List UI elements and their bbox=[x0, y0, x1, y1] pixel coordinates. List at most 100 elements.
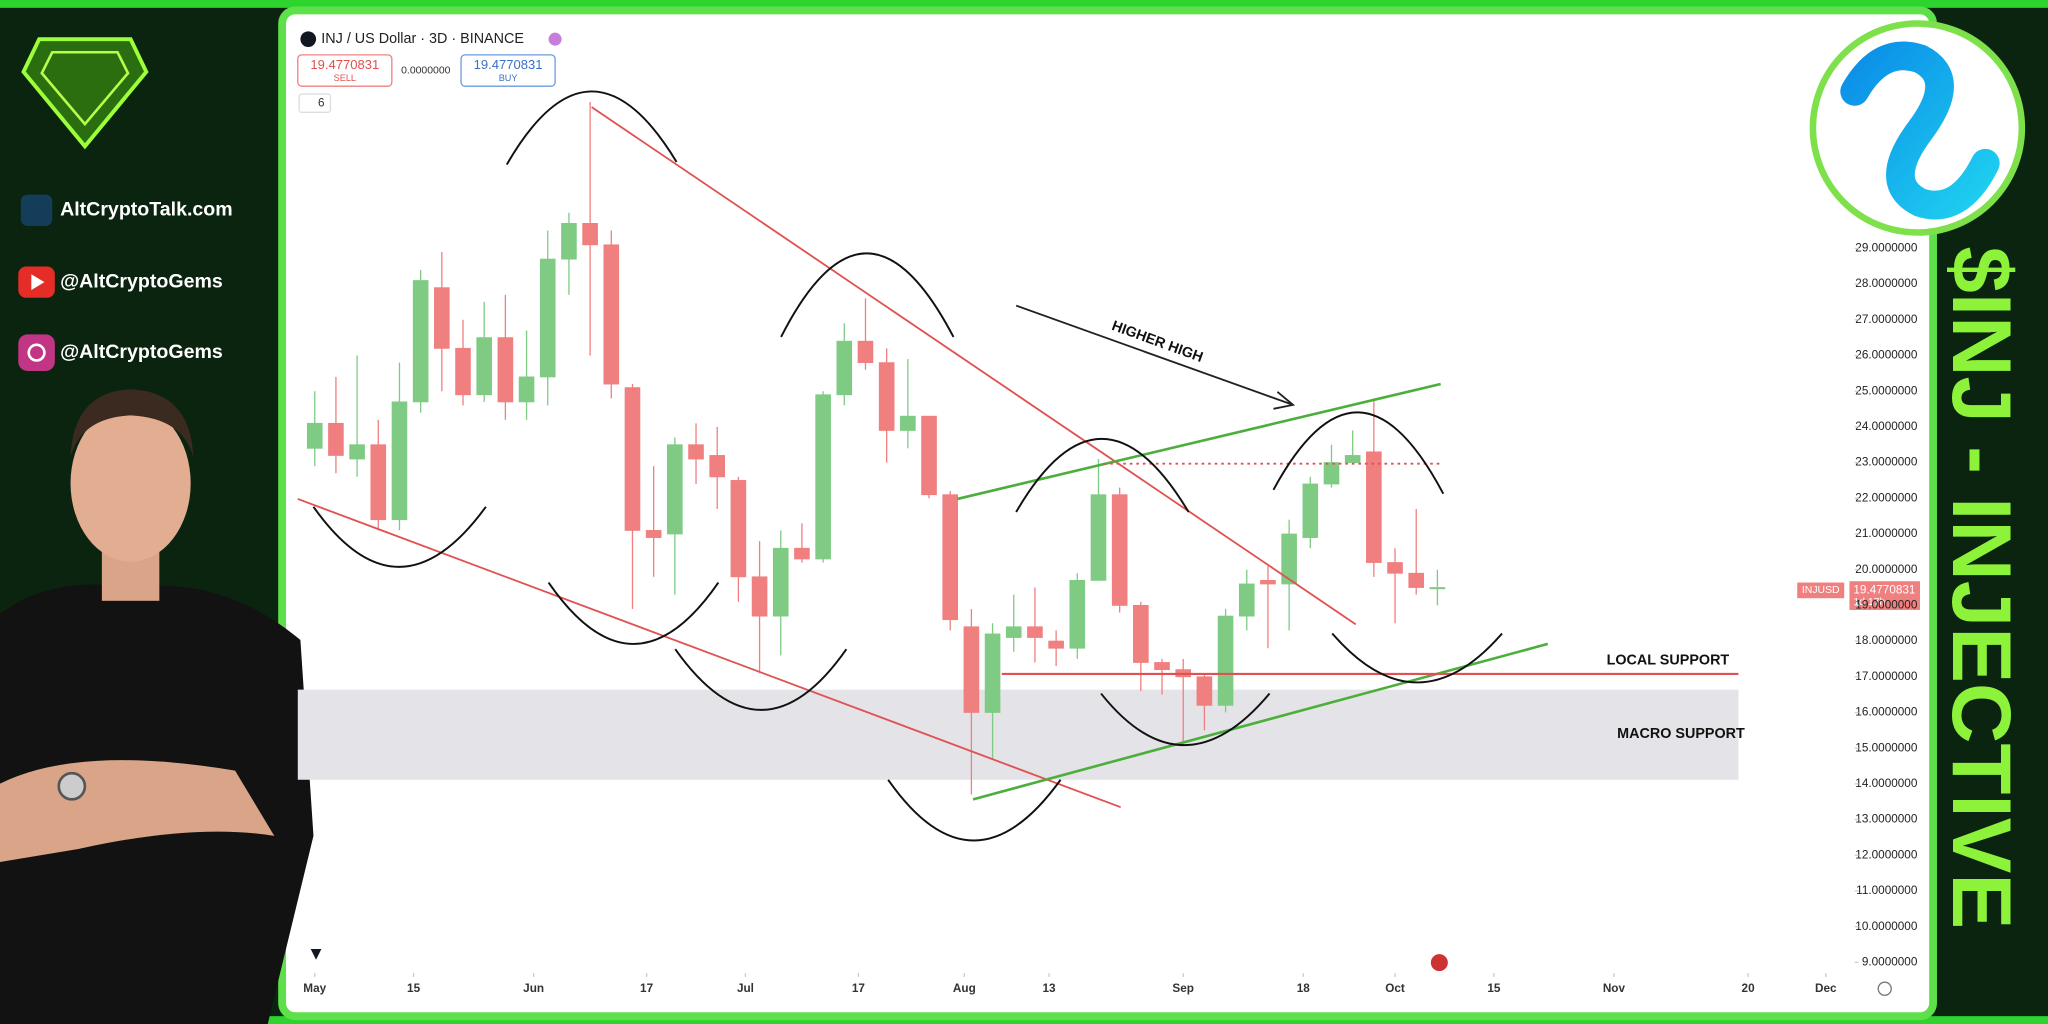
candle-body bbox=[751, 576, 768, 617]
indicator-toggle[interactable] bbox=[298, 93, 332, 113]
x-tick-label: 15 bbox=[1487, 982, 1501, 995]
x-tick-label: 18 bbox=[1297, 982, 1311, 995]
youtube-handle: @AltCryptoGems bbox=[60, 270, 223, 292]
x-tick-label: Dec bbox=[1815, 982, 1837, 995]
candle-body bbox=[497, 337, 514, 403]
candle-body bbox=[434, 287, 450, 349]
y-tick-label: 12.0000000 bbox=[1855, 848, 1918, 861]
y-tick-label: 27.0000000 bbox=[1855, 313, 1918, 326]
candle-body bbox=[667, 444, 683, 535]
candle-body bbox=[878, 362, 895, 431]
candle-body bbox=[561, 223, 577, 260]
candle-body bbox=[539, 258, 556, 378]
candle-body bbox=[349, 444, 365, 460]
candle-body bbox=[921, 415, 937, 496]
macro-support-zone bbox=[297, 689, 1739, 780]
candle-body bbox=[1111, 494, 1128, 606]
candle-body bbox=[1366, 451, 1382, 563]
sell-label: SELL bbox=[334, 73, 356, 83]
y-tick-label: 23.0000000 bbox=[1855, 456, 1918, 469]
candle-body bbox=[900, 415, 916, 431]
candle-body bbox=[370, 444, 387, 521]
cycle-arcs bbox=[312, 90, 1503, 842]
candle-body bbox=[1408, 572, 1425, 588]
candle-body bbox=[518, 376, 535, 403]
candle-body bbox=[1344, 455, 1361, 463]
downtrend-line bbox=[591, 106, 1357, 626]
buy-price: 19.4770831 bbox=[474, 57, 543, 72]
candle-body bbox=[709, 455, 726, 478]
candles bbox=[306, 102, 1446, 795]
y-tick-label: 20.0000000 bbox=[1855, 563, 1918, 576]
candle-body bbox=[1217, 615, 1234, 706]
x-tick-label: Sep bbox=[1172, 982, 1194, 995]
candle-body bbox=[1090, 494, 1107, 581]
instagram-handle: @AltCryptoGems bbox=[60, 341, 223, 363]
y-tick-label: 18.0000000 bbox=[1855, 634, 1918, 647]
candle-body bbox=[1281, 533, 1297, 585]
y-tick-label: 29.0000000 bbox=[1855, 242, 1918, 255]
candle-body bbox=[1196, 676, 1213, 706]
candle-body bbox=[794, 547, 810, 560]
x-tick-label: May bbox=[303, 982, 326, 995]
candle-body bbox=[476, 337, 493, 396]
y-tick-label: 17.0000000 bbox=[1855, 670, 1918, 683]
x-tick-label: Aug bbox=[953, 982, 976, 995]
candle-body bbox=[1027, 626, 1043, 638]
arrow-head bbox=[1273, 391, 1296, 410]
event-flag[interactable] bbox=[1429, 952, 1450, 973]
chart-panel bbox=[278, 6, 1937, 1021]
spread: 0.0000000 bbox=[401, 65, 451, 76]
sell-button[interactable] bbox=[297, 54, 393, 87]
y-tick-label: 24.0000000 bbox=[1855, 420, 1918, 433]
y-tick-label: 9.0000000 bbox=[1862, 955, 1918, 968]
y-tick-label: 22.0000000 bbox=[1855, 491, 1918, 504]
x-tick-label: 17 bbox=[852, 982, 866, 995]
instagram-lens bbox=[27, 343, 46, 362]
candle-body bbox=[1323, 462, 1340, 485]
local-support-label: LOCAL SUPPORT bbox=[1607, 653, 1730, 669]
settings-icon[interactable] bbox=[1877, 981, 1892, 996]
website: AltCryptoTalk.com bbox=[60, 198, 233, 220]
sell-price: 19.4770831 bbox=[310, 57, 379, 72]
candle-body bbox=[391, 401, 408, 521]
y-tick-label: 25.0000000 bbox=[1855, 384, 1918, 397]
y-tick-label: 10.0000000 bbox=[1855, 920, 1918, 933]
status-dot bbox=[548, 32, 562, 46]
candle-body bbox=[984, 633, 1001, 713]
buy-button[interactable] bbox=[460, 54, 556, 87]
price-tag bbox=[1849, 581, 1920, 610]
candle-body bbox=[306, 422, 323, 449]
candle-body bbox=[942, 494, 959, 621]
logo bbox=[21, 37, 149, 150]
candle-body bbox=[1260, 579, 1276, 585]
y-tick-label: 26.0000000 bbox=[1855, 349, 1918, 362]
website-icon bbox=[20, 194, 53, 226]
x-tick-label: 15 bbox=[407, 982, 421, 995]
candle-body bbox=[688, 444, 704, 460]
candle-body bbox=[857, 340, 874, 364]
y-tick-label: 19.0000000 bbox=[1855, 598, 1918, 611]
y-tick-label: 16.0000000 bbox=[1855, 706, 1918, 719]
lower-trend-line bbox=[297, 498, 1121, 809]
macro-support-label: MACRO SUPPORT bbox=[1617, 726, 1745, 742]
top-border bbox=[0, 0, 2048, 8]
candle-body bbox=[1133, 604, 1149, 663]
exchange-icon bbox=[300, 31, 317, 48]
x-tick-label: 13 bbox=[1043, 982, 1057, 995]
candle-body bbox=[1429, 587, 1446, 590]
candle-body bbox=[815, 394, 831, 560]
candle-body bbox=[1005, 626, 1022, 638]
tradingview-logo: ▼ bbox=[307, 943, 325, 964]
candle-body bbox=[1302, 483, 1319, 538]
price-tag-price: 19.4770831 bbox=[1853, 583, 1915, 596]
candle-body bbox=[624, 387, 641, 531]
y-tick-label: 15.0000000 bbox=[1855, 741, 1918, 754]
x-tick-label: Jul bbox=[737, 982, 754, 995]
x-tick-label: Oct bbox=[1385, 982, 1405, 995]
candle-body bbox=[730, 480, 747, 578]
symbol-tag-text: INJUSD bbox=[1802, 585, 1840, 596]
buy-label: BUY bbox=[499, 73, 518, 83]
candle-body bbox=[645, 530, 662, 538]
candle-body bbox=[772, 547, 789, 617]
